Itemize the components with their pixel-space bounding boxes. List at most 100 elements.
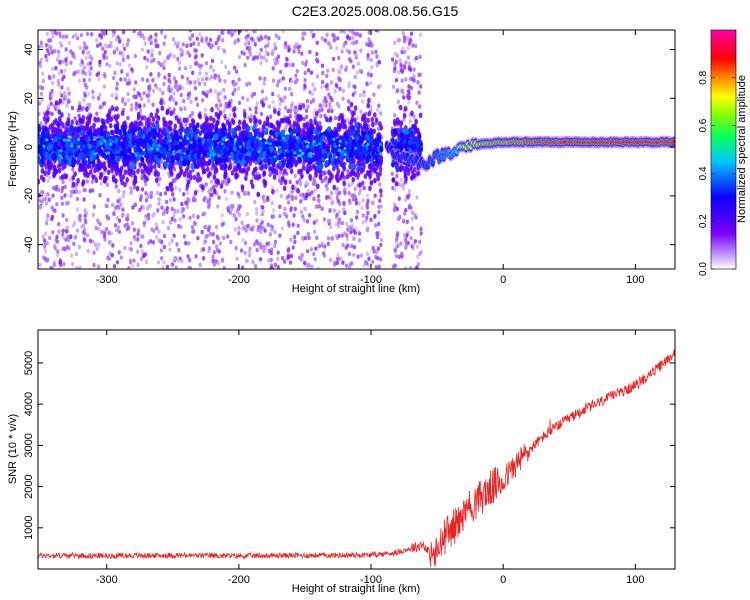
spectrogram-noise-cell bbox=[134, 101, 139, 107]
spectrogram-noise-cell bbox=[401, 186, 406, 192]
spectrogram-noise-cell bbox=[127, 155, 132, 162]
spectrogram-noise-cell bbox=[118, 218, 122, 223]
spectrogram-noise-cell bbox=[116, 199, 120, 204]
spectrogram-noise-cell bbox=[65, 217, 69, 223]
spectrogram-noise-cell bbox=[158, 50, 162, 56]
spectrogram-noise-cell bbox=[131, 205, 135, 210]
spectrogram-noise-cell bbox=[46, 257, 50, 263]
spectrogram-noise-cell bbox=[365, 193, 370, 198]
spectrogram-noise-cell bbox=[296, 230, 300, 236]
spectrogram-noise-cell bbox=[377, 221, 381, 227]
spectrogram-noise-cell bbox=[188, 30, 192, 33]
spectrogram-noise-cell bbox=[297, 49, 301, 54]
spectrogram-noise-cell bbox=[99, 181, 103, 186]
spectrogram-noise-cell bbox=[116, 225, 120, 230]
spectrogram-noise-cell bbox=[355, 209, 360, 215]
spectrogram-noise-cell bbox=[340, 233, 344, 238]
spectrogram-noise-cell bbox=[140, 115, 144, 121]
spectrogram-noise-cell bbox=[123, 181, 127, 188]
spectrogram-noise-cell bbox=[353, 84, 357, 90]
spectrogram-noise-cell bbox=[334, 222, 338, 227]
spectrogram-noise-cell bbox=[418, 239, 422, 245]
spectrogram-noise-cell bbox=[63, 94, 67, 100]
spectrogram-noise-cell bbox=[333, 115, 338, 121]
spectrogram-noise-cell bbox=[252, 242, 257, 247]
spectrogram-noise-cell bbox=[51, 66, 55, 72]
spectrogram-noise-cell bbox=[306, 188, 310, 194]
spectrogram-noise-cell bbox=[262, 55, 266, 60]
spectrogram-noise-cell bbox=[193, 86, 197, 91]
spectrogram-noise-cell bbox=[145, 78, 149, 83]
spectrogram-noise-cell bbox=[223, 163, 228, 169]
spectrogram-noise-cell bbox=[219, 102, 223, 108]
spectrogram-noise-cell bbox=[291, 222, 295, 227]
spectrogram-noise-cell bbox=[337, 233, 341, 239]
spectrogram-noise-cell bbox=[137, 103, 142, 109]
spectrogram-noise-cell bbox=[165, 264, 170, 269]
spectrogram-noise-cell bbox=[283, 117, 288, 123]
spectrogram-noise-cell bbox=[65, 103, 69, 108]
spectrogram-noise-cell bbox=[60, 201, 64, 206]
spectrogram-noise-cell bbox=[120, 69, 124, 74]
spectrogram-noise-cell bbox=[288, 86, 292, 92]
spectrogram-noise-cell bbox=[215, 248, 220, 253]
spectrogram-noise-cell bbox=[74, 32, 78, 37]
spectrogram-noise-cell bbox=[274, 33, 278, 38]
spectrogram-noise-cell bbox=[227, 177, 231, 184]
spectrogram-noise-cell bbox=[266, 195, 270, 200]
spectrogram-noise-cell bbox=[353, 117, 357, 123]
spectrogram-noise-cell bbox=[126, 98, 131, 103]
spectrogram-noise-cell bbox=[108, 239, 112, 244]
spectrogram-noise-cell bbox=[53, 48, 57, 54]
spectrogram-noise-cell bbox=[263, 76, 267, 82]
spectrogram-noise-cell bbox=[140, 249, 144, 254]
spectrogram-noise-cell bbox=[371, 121, 375, 128]
spectrogram-noise-cell bbox=[351, 35, 355, 41]
spectrogram-noise-cell bbox=[415, 244, 419, 249]
spectrogram-noise-cell bbox=[221, 38, 225, 43]
spectrogram-noise-cell bbox=[281, 256, 285, 261]
spectrogram-noise-cell bbox=[398, 58, 402, 63]
spectrogram-noise-cell bbox=[113, 70, 117, 76]
spectrogram-noise-cell bbox=[38, 178, 41, 185]
spectrogram-noise-cell bbox=[285, 214, 289, 219]
spectrogram-noise-cell bbox=[376, 235, 380, 240]
spectrogram-noise-cell bbox=[273, 42, 277, 47]
spectrogram-noise-cell bbox=[102, 72, 107, 77]
spectrogram-noise-cell bbox=[48, 154, 52, 161]
spectrogram-noise-cell bbox=[301, 31, 305, 36]
spectrogram-noise-cell bbox=[44, 54, 48, 59]
spectrogram-noise-cell bbox=[117, 205, 121, 210]
spectrogram-noise-cell bbox=[237, 119, 242, 126]
spectrogram-noise-cell bbox=[121, 207, 125, 212]
spectrogram-noise-cell bbox=[130, 221, 135, 226]
spectrogram-noise-cell bbox=[314, 154, 319, 161]
spectrogram-noise-cell bbox=[401, 90, 405, 95]
spectrogram-noise-cell bbox=[342, 200, 346, 206]
spectrogram-noise-cell bbox=[201, 164, 205, 171]
spectrogram-noise-cell bbox=[288, 108, 292, 113]
spectrogram-noise-cell bbox=[216, 95, 220, 101]
spectrogram-noise-cell bbox=[306, 264, 310, 269]
spectrogram-noise-cell bbox=[114, 92, 118, 97]
spectrogram-noise-cell bbox=[373, 112, 377, 118]
spectrogram-noise-cell bbox=[163, 208, 167, 213]
spectrogram-noise-cell bbox=[63, 246, 67, 252]
spectrogram-noise-cell bbox=[340, 173, 344, 179]
spectrogram-noise-cell bbox=[336, 252, 340, 258]
spectrogram-noise-cell bbox=[227, 126, 232, 132]
spectrogram-noise-cell bbox=[176, 85, 180, 90]
spectrogram-noise-cell bbox=[414, 55, 419, 61]
spectrogram-noise-cell bbox=[378, 166, 383, 172]
spectrogram-noise-cell bbox=[277, 94, 281, 99]
spectrogram-noise-cell bbox=[379, 111, 383, 116]
spectrogram-noise-cell bbox=[56, 253, 60, 258]
spectrogram-noise-cell bbox=[144, 191, 148, 196]
spectrogram-noise-cell bbox=[255, 101, 259, 106]
spectrogram-noise-cell bbox=[203, 160, 208, 166]
spectrogram-noise-cell bbox=[227, 101, 231, 107]
spectrogram-noise-cell bbox=[314, 172, 318, 178]
spectrogram-noise-cell bbox=[301, 103, 305, 108]
spectrogram-noise-cell bbox=[352, 40, 356, 46]
spectrogram-noise-cell bbox=[44, 201, 49, 206]
